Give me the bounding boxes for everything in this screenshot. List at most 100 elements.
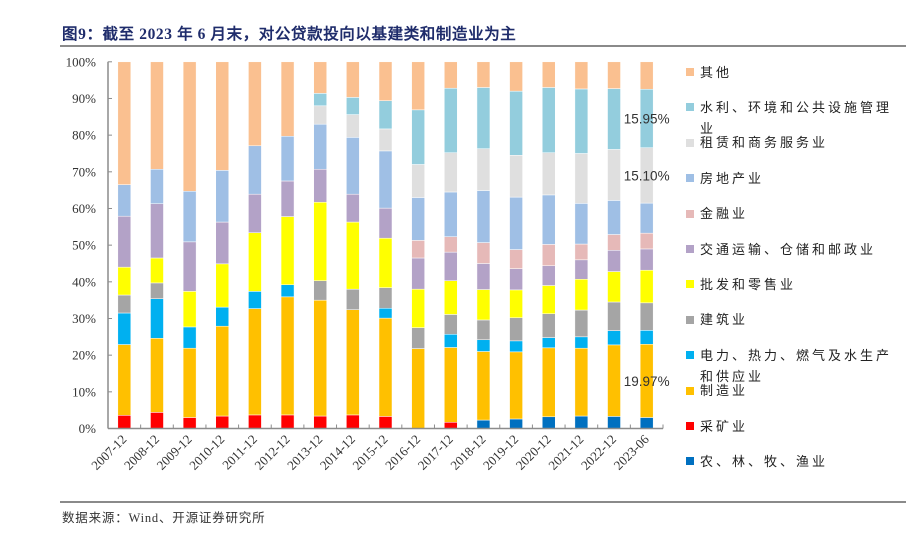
bar-segment xyxy=(215,325,230,417)
bar-segment xyxy=(313,168,327,203)
bar-segment xyxy=(313,93,327,107)
bar-segment xyxy=(444,280,458,315)
bar-segment xyxy=(607,301,621,331)
bar-segment xyxy=(607,330,621,346)
bar-segment xyxy=(346,414,360,429)
x-tick-label: 2022-12 xyxy=(578,432,619,473)
bar-segment xyxy=(574,203,589,245)
bar-stack xyxy=(607,61,621,429)
bar-segment xyxy=(639,269,654,304)
bar-segment xyxy=(378,237,393,288)
y-tick-label: 70% xyxy=(72,164,96,179)
bar-segment xyxy=(574,88,589,154)
x-tick-label: 2016-12 xyxy=(382,432,423,473)
bar-segment xyxy=(411,327,425,349)
y-tick-label: 30% xyxy=(72,311,96,326)
source-note: 数据来源：Wind、开源证券研究所 xyxy=(62,511,266,525)
bar-stack xyxy=(378,61,393,429)
bar-segment xyxy=(509,317,523,342)
bar-segment xyxy=(509,61,523,92)
bar-segment xyxy=(607,200,621,235)
x-tick-label: 2008-12 xyxy=(121,432,162,473)
bar-series-group xyxy=(117,61,654,429)
bar-stack xyxy=(182,61,197,429)
bar-segment xyxy=(346,288,360,310)
bar-segment xyxy=(248,232,262,292)
bar-segment xyxy=(280,135,295,182)
bar-segment xyxy=(639,248,654,271)
bar-segment xyxy=(541,194,556,245)
bar-segment xyxy=(574,347,589,417)
y-tick-label: 100% xyxy=(66,54,97,69)
bar-segment xyxy=(444,334,458,348)
y-tick-label: 40% xyxy=(72,274,96,289)
bar-segment xyxy=(607,234,621,251)
bar-segment xyxy=(215,221,230,265)
bar-segment xyxy=(607,416,621,429)
bar-segment xyxy=(280,180,295,217)
bar-segment xyxy=(639,232,654,250)
bar-stack xyxy=(509,61,523,429)
bar-segment xyxy=(411,288,425,328)
x-tick-label: 2012-12 xyxy=(251,432,292,473)
bar-segment xyxy=(444,87,458,153)
bar-segment xyxy=(607,344,621,417)
bar-segment xyxy=(509,351,523,420)
x-axis: 2007-122008-122009-122010-122011-122012-… xyxy=(88,424,664,473)
bar-segment xyxy=(280,296,295,416)
bar-segment xyxy=(378,150,393,209)
bar-stack xyxy=(280,61,295,429)
bar-segment xyxy=(444,251,458,281)
bar-segment xyxy=(313,202,327,281)
bar-segment xyxy=(248,308,262,416)
bar-stack xyxy=(313,61,327,429)
bar-segment xyxy=(378,307,393,319)
bar-segment xyxy=(509,196,523,250)
bar-segment xyxy=(607,271,621,303)
bar-segment xyxy=(639,302,654,331)
bar-segment xyxy=(476,289,491,321)
bar-segment xyxy=(215,170,230,223)
bar-segment xyxy=(509,90,523,156)
bar-segment xyxy=(346,114,360,138)
bar-segment xyxy=(411,61,425,111)
bar-segment xyxy=(541,416,556,429)
bar-segment xyxy=(541,337,556,349)
bar-segment xyxy=(444,152,458,193)
bar-segment xyxy=(215,306,230,327)
x-tick-label: 2021-12 xyxy=(545,432,586,473)
bar-segment xyxy=(182,241,197,292)
bar-segment xyxy=(313,280,327,301)
bar-segment xyxy=(411,240,425,259)
bar-segment xyxy=(541,152,556,196)
bar-segment xyxy=(574,243,589,261)
x-tick-label: 2013-12 xyxy=(284,432,325,473)
y-tick-label: 50% xyxy=(72,238,96,253)
bar-segment xyxy=(444,61,458,89)
bar-segment xyxy=(574,336,589,349)
bar-segment xyxy=(248,291,262,309)
bar-segment xyxy=(378,416,393,429)
x-tick-label: 2009-12 xyxy=(153,432,194,473)
bar-segment xyxy=(541,285,556,314)
bar-segment xyxy=(117,184,132,217)
bar-stack xyxy=(150,61,164,429)
bar-segment xyxy=(476,419,491,429)
bar-segment xyxy=(411,197,425,241)
x-tick-label: 2015-12 xyxy=(349,432,390,473)
bar-segment xyxy=(150,412,164,429)
bar-segment xyxy=(248,61,262,147)
bar-segment xyxy=(574,279,589,311)
bar-segment xyxy=(248,145,262,195)
bar-segment xyxy=(182,61,197,192)
bar-segment xyxy=(182,191,197,243)
x-tick-label: 2019-12 xyxy=(480,432,521,473)
bar-segment xyxy=(639,61,654,90)
x-tick-label: 2011-12 xyxy=(219,432,260,473)
bar-segment xyxy=(509,340,523,353)
bar-stack xyxy=(476,61,491,429)
bar-segment xyxy=(411,348,425,429)
bar-stack xyxy=(248,61,262,429)
bar-segment xyxy=(378,61,393,101)
